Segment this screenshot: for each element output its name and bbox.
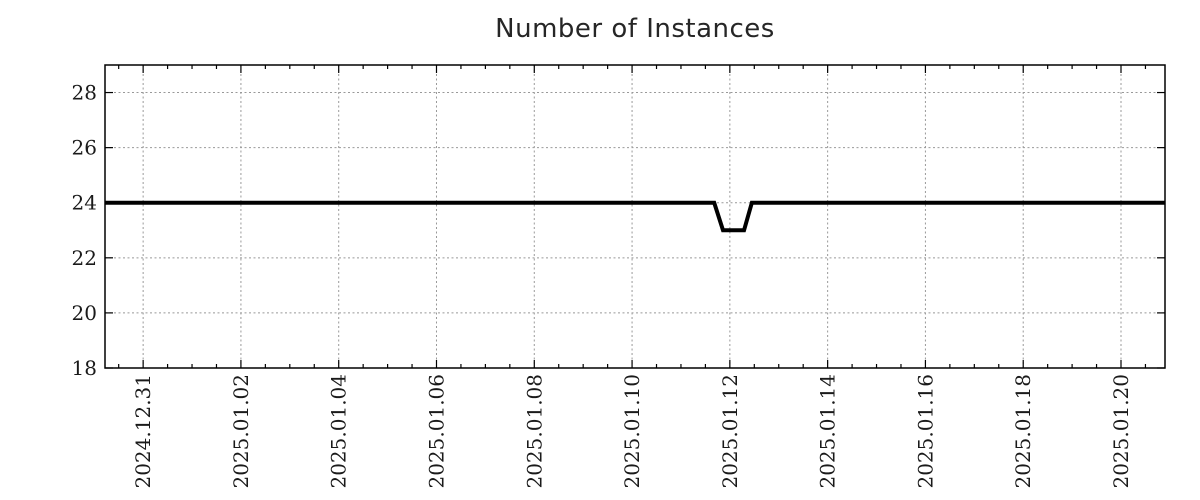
y-tick-label: 28: [72, 81, 97, 105]
y-tick-label: 20: [72, 301, 97, 325]
x-tick-label: 2024.12.31: [131, 374, 155, 489]
x-tick-label: 2025.01.14: [816, 374, 840, 489]
y-tick-label: 22: [72, 246, 97, 270]
instances-line-series: [105, 200, 1165, 233]
x-tick-label: 2025.01.06: [424, 374, 448, 489]
x-tick-label: 2025.01.08: [522, 374, 546, 489]
x-tick-label: 2025.01.12: [718, 374, 742, 489]
x-tick-label: 2025.01.18: [1011, 374, 1035, 489]
x-tick-label: 2025.01.04: [327, 374, 351, 489]
chart-title: Number of Instances: [495, 14, 775, 44]
y-tick-label: 18: [72, 356, 97, 380]
plot-border: [104, 64, 1166, 369]
x-tick-label: 2025.01.20: [1109, 374, 1133, 489]
x-tick-label: 2025.01.10: [620, 374, 644, 489]
y-tick-label: 24: [72, 191, 97, 215]
x-tick-label: 2025.01.02: [229, 374, 253, 489]
y-tick-label: 26: [72, 136, 97, 160]
x-tick-label: 2025.01.16: [913, 374, 937, 489]
